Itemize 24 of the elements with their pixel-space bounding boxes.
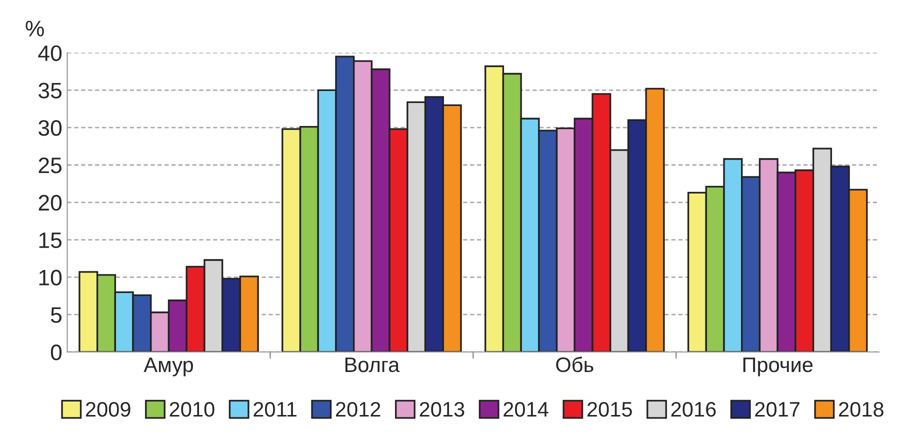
y-tick-label: 0	[50, 344, 62, 360]
y-tick-label: 5	[50, 307, 62, 323]
legend-label: 2009	[86, 402, 130, 417]
y-tick-label: 40	[38, 45, 62, 62]
legend-label: 2010	[170, 402, 214, 417]
y-tick-label: 25	[38, 158, 62, 174]
x-tick-label: Волга	[345, 358, 400, 372]
y-tick-label: 30	[38, 120, 62, 136]
legend-label: 2012	[336, 402, 380, 417]
legend-label: 2015	[587, 402, 632, 417]
x-tick-label: Прочие	[743, 358, 813, 376]
legend-label: 2018	[839, 402, 884, 417]
legend-label: 2016	[671, 402, 716, 417]
legend-label: 2011	[254, 402, 296, 417]
y-axis-title: %	[26, 20, 44, 36]
y-tick-label: 20	[38, 194, 62, 211]
y-tick-label: 35	[38, 82, 62, 98]
legend-label: 2014	[504, 402, 548, 417]
y-tick-label: 15	[39, 232, 62, 248]
y-tick-label: 10	[39, 270, 62, 286]
x-tick-label: Обь	[556, 356, 594, 372]
x-tick-label: Амур	[144, 358, 193, 376]
legend-label: 2013	[420, 402, 464, 417]
legend-label: 2017	[755, 402, 800, 417]
